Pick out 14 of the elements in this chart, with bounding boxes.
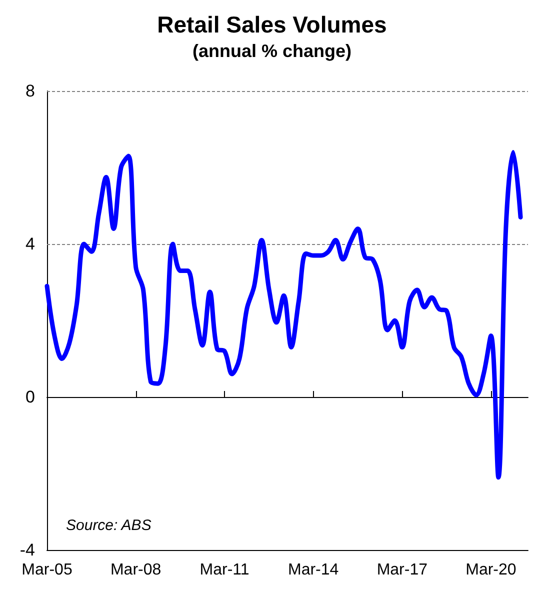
y-tick-label: 0: [26, 388, 35, 406]
x-tick-label: Mar-14: [288, 562, 339, 578]
y-tick-label: 8: [26, 82, 35, 100]
x-tick-label: Mar-17: [376, 562, 428, 578]
y-tick-label: -4: [20, 540, 35, 560]
x-tick-label: Mar-11: [200, 562, 250, 578]
x-tick-label: Mar-20: [466, 562, 516, 578]
x-tick-label: Mar-08: [110, 562, 162, 578]
y-tick-label: 4: [26, 234, 35, 254]
line-series: [44, 150, 523, 480]
chart-title: Retail Sales Volumes: [157, 12, 387, 38]
chart-subtitle: (annual % change): [192, 41, 352, 61]
x-tick-label: Mar-05: [22, 562, 72, 578]
annotation: Source: ABS: [66, 517, 152, 534]
